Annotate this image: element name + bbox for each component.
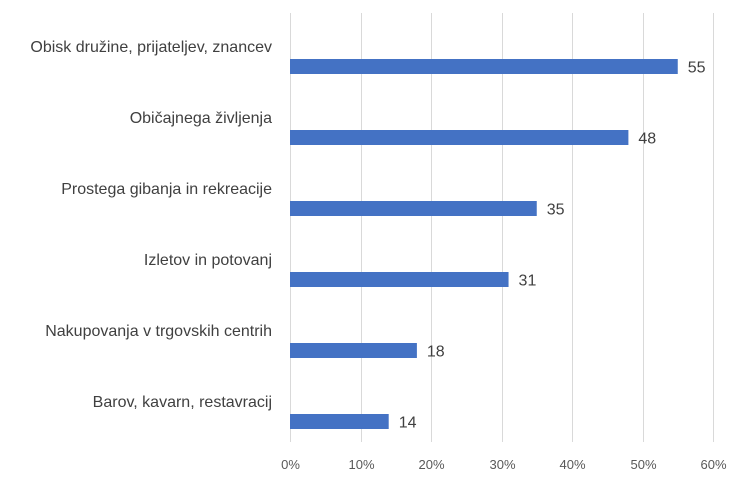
bar: [290, 201, 537, 216]
category-label: Običajnega življenja: [130, 110, 272, 127]
value-label: 48: [638, 131, 656, 148]
value-label: 18: [427, 344, 445, 361]
x-tick-label: 30%: [489, 457, 515, 472]
value-label: 35: [547, 202, 565, 219]
category-label: Prostega gibanja in rekreacije: [61, 181, 272, 198]
bar: [290, 414, 389, 429]
category-label: Obisk družine, prijateljev, znancev: [30, 39, 272, 56]
category-label: Barov, kavarn, restavracij: [93, 394, 272, 411]
value-label: 31: [519, 273, 537, 290]
bar: [290, 343, 417, 358]
bar: [290, 59, 678, 74]
x-tick-label: 40%: [559, 457, 585, 472]
value-label: 55: [688, 60, 706, 77]
x-tick-label: 50%: [630, 457, 656, 472]
category-label: Nakupovanja v trgovskih centrih: [45, 323, 272, 340]
bar: [290, 130, 629, 145]
value-label: 14: [399, 415, 417, 432]
x-tick-label: 0%: [281, 457, 300, 472]
x-tick-label: 60%: [700, 457, 726, 472]
x-tick-label: 10%: [348, 457, 374, 472]
bar: [290, 272, 509, 287]
category-label: Izletov in potovanj: [144, 252, 272, 269]
x-tick-label: 20%: [418, 457, 444, 472]
